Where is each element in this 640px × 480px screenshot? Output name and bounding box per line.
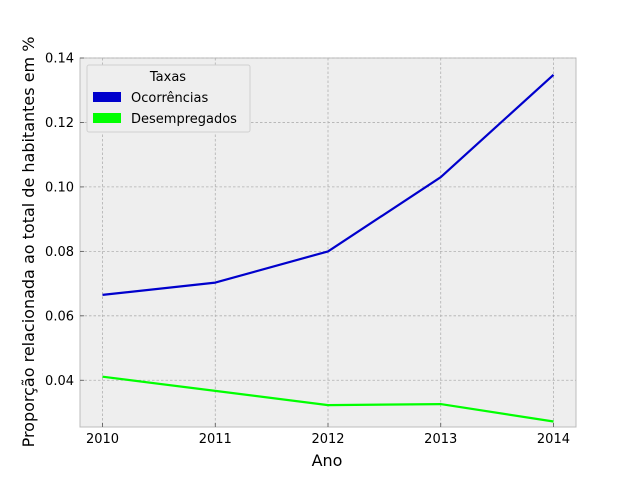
axis-ticks: 2010 2011 2012 2013 2014 0.04 0.06 0.08 0.10 0.12… xyxy=(45,52,570,448)
x-tick-label: 2014 xyxy=(537,432,570,447)
legend-swatch-desempregados xyxy=(93,113,121,123)
y-tick-label: 0.12 xyxy=(45,116,74,131)
legend-label-ocorrencias: Ocorrências xyxy=(131,91,208,106)
x-axis-label: Ano xyxy=(312,451,343,470)
series-lines xyxy=(102,73,555,423)
x-tick-label: 2013 xyxy=(424,432,457,447)
series-line-ocorrencias xyxy=(102,73,555,296)
series-line-desempregados xyxy=(102,375,554,423)
x-tick-label: 2011 xyxy=(199,432,232,447)
legend-label-desempregados: Desempregados xyxy=(131,112,237,127)
y-tick-label: 0.14 xyxy=(45,52,74,67)
y-tick-label: 0.08 xyxy=(45,245,74,260)
y-tick-label: 0.04 xyxy=(45,374,74,389)
legend: Taxas Ocorrências Desempregados xyxy=(86,64,251,133)
legend-title: Taxas xyxy=(149,70,186,85)
x-tick-label: 2012 xyxy=(311,432,344,447)
x-tick-label: 2010 xyxy=(86,432,119,447)
y-axis-label: Proporção relacionada ao total de habita… xyxy=(19,37,38,448)
y-tick-label: 0.06 xyxy=(45,309,74,324)
grid-lines xyxy=(80,57,576,427)
legend-swatch-ocorrencias xyxy=(93,92,121,102)
legend-box xyxy=(86,64,251,133)
y-tick-label: 0.10 xyxy=(45,180,74,195)
